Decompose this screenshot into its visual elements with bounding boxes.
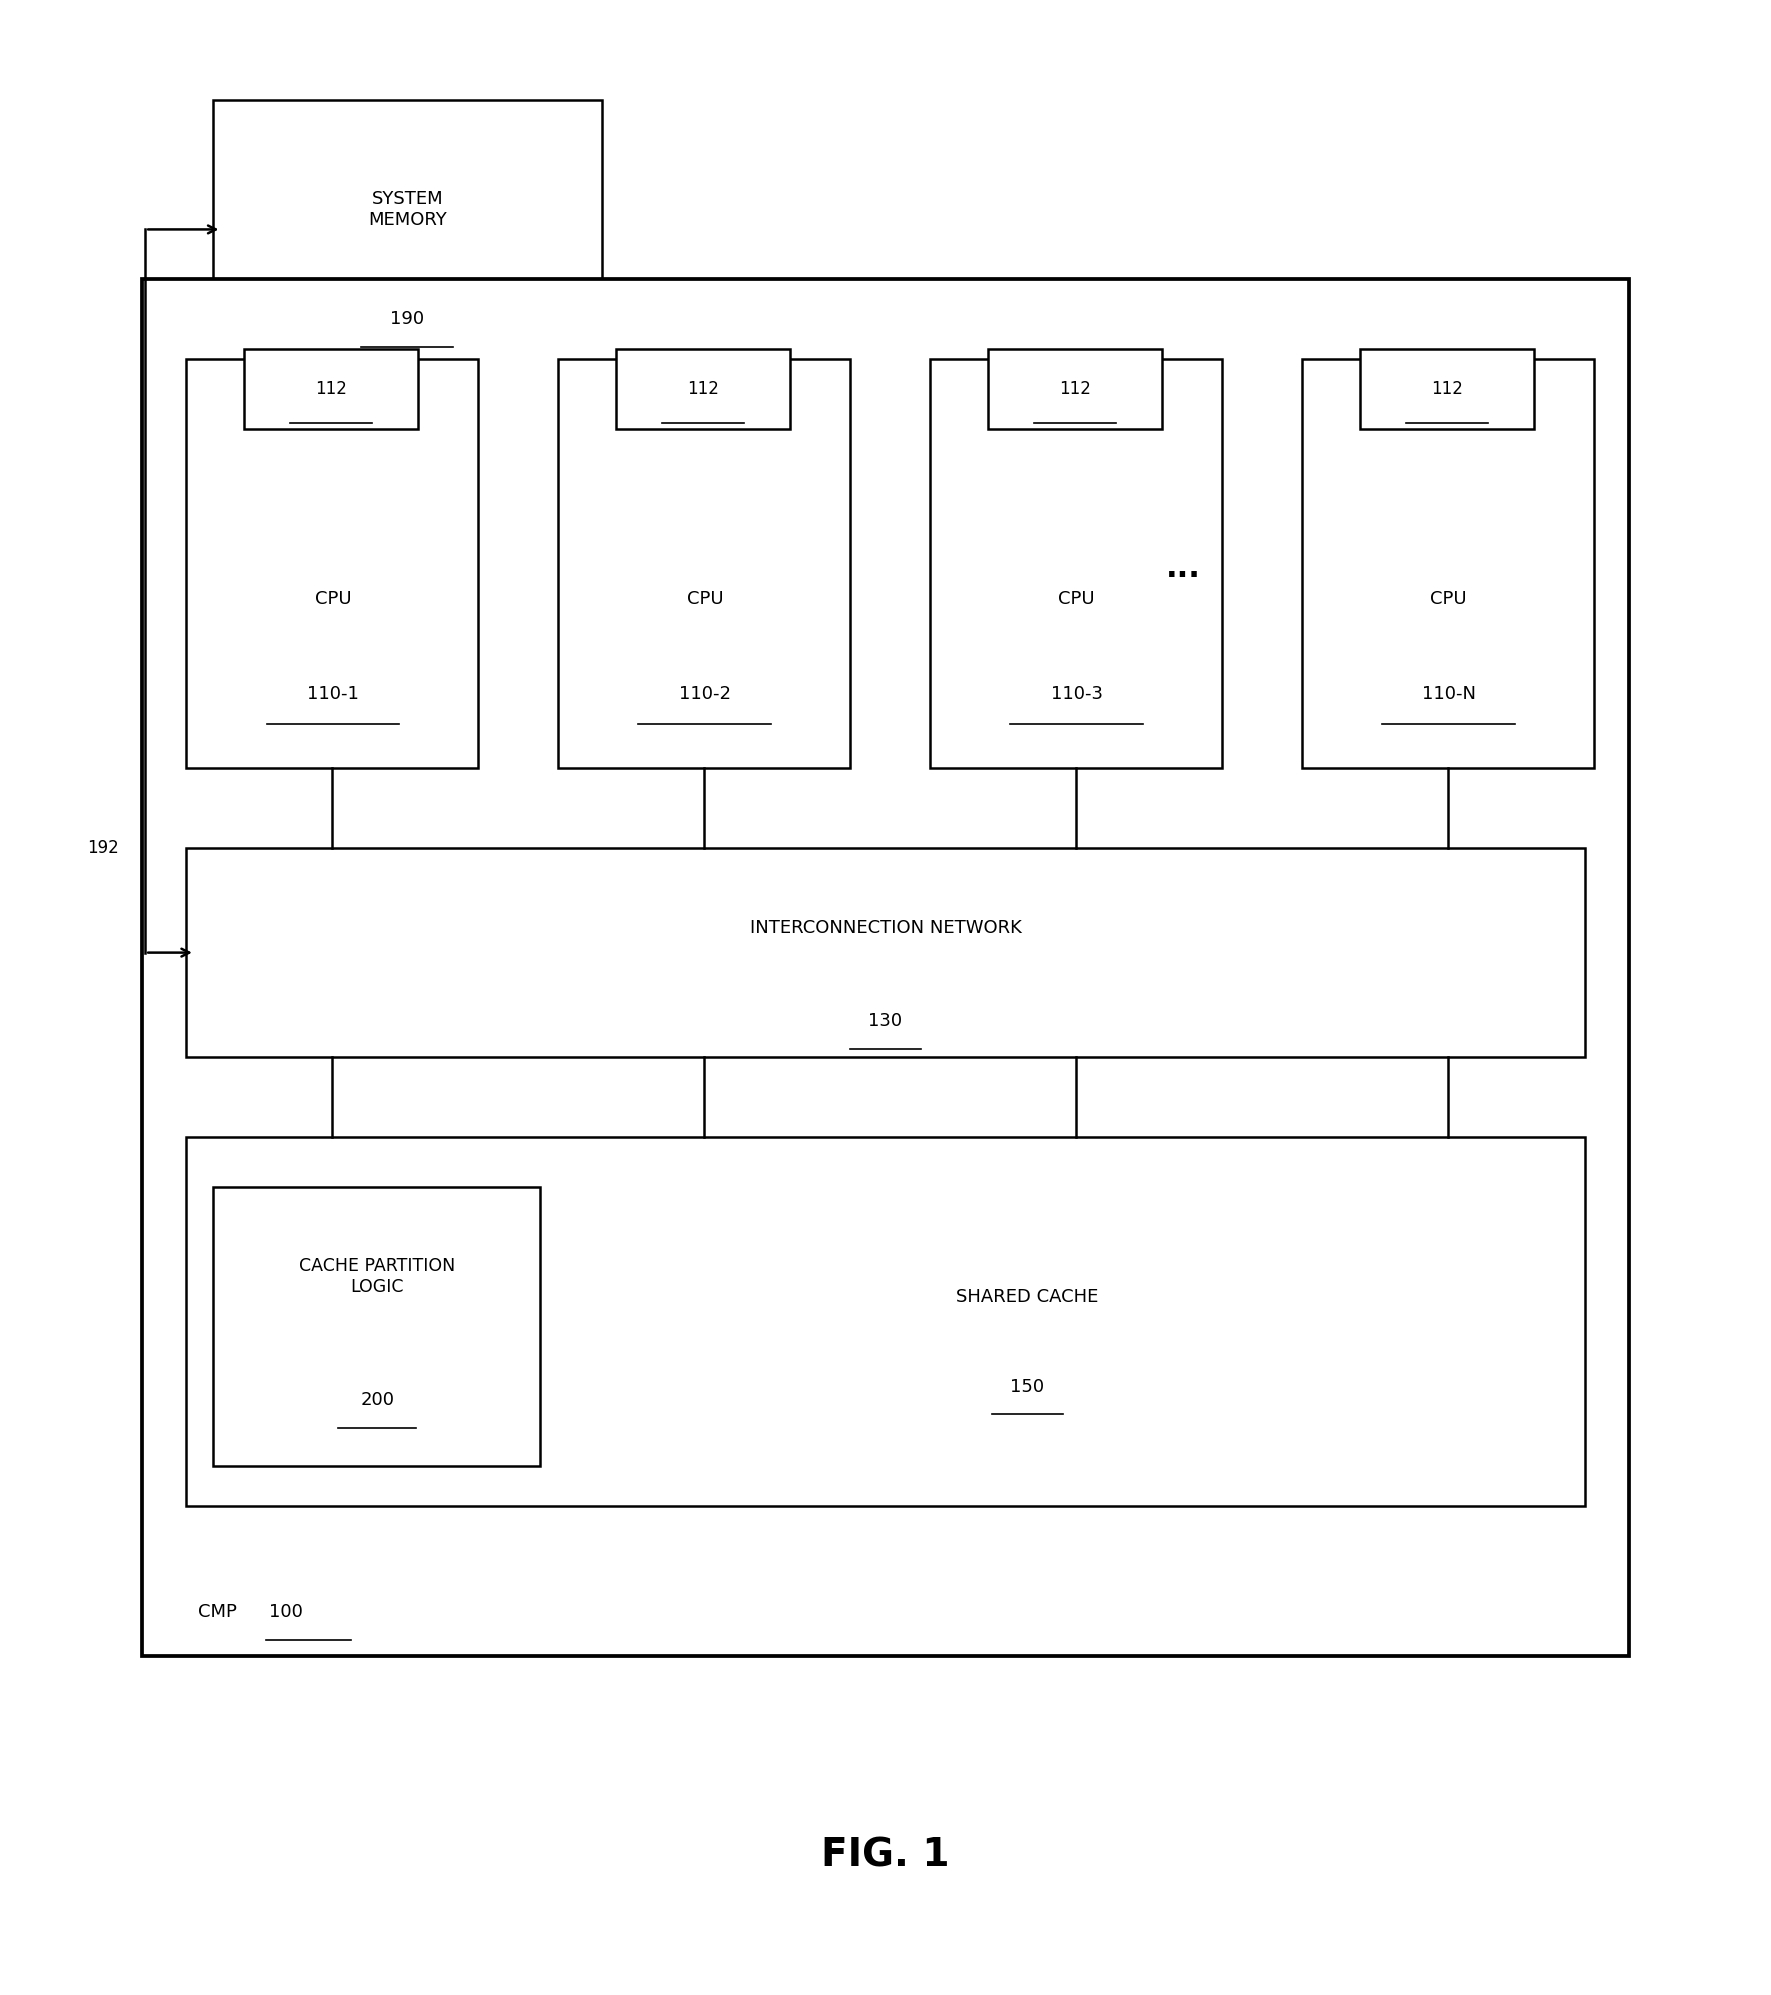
Text: 100: 100 xyxy=(269,1602,303,1622)
Text: 112: 112 xyxy=(1059,379,1091,399)
Text: 112: 112 xyxy=(1431,379,1463,399)
FancyBboxPatch shape xyxy=(213,100,602,359)
FancyBboxPatch shape xyxy=(244,349,418,429)
FancyBboxPatch shape xyxy=(988,349,1162,429)
FancyBboxPatch shape xyxy=(1302,359,1594,768)
Text: 112: 112 xyxy=(315,379,347,399)
Text: 130: 130 xyxy=(868,1011,903,1031)
Text: 110-N: 110-N xyxy=(1422,684,1475,704)
Text: FIG. 1: FIG. 1 xyxy=(822,1835,949,1875)
Text: 110-2: 110-2 xyxy=(678,684,731,704)
FancyBboxPatch shape xyxy=(1360,349,1534,429)
Text: 110-1: 110-1 xyxy=(306,684,360,704)
Text: 112: 112 xyxy=(687,379,719,399)
Text: CMP: CMP xyxy=(198,1602,237,1622)
Text: ...: ... xyxy=(1165,555,1201,583)
FancyBboxPatch shape xyxy=(930,359,1222,768)
Text: CPU: CPU xyxy=(315,589,351,608)
Text: CPU: CPU xyxy=(1059,589,1094,608)
Text: 110-3: 110-3 xyxy=(1050,684,1103,704)
Text: SHARED CACHE: SHARED CACHE xyxy=(956,1287,1098,1307)
FancyBboxPatch shape xyxy=(616,349,790,429)
Text: SYSTEM
MEMORY: SYSTEM MEMORY xyxy=(368,190,446,229)
Text: 150: 150 xyxy=(1009,1377,1045,1396)
FancyBboxPatch shape xyxy=(186,848,1585,1057)
Text: CPU: CPU xyxy=(687,589,723,608)
FancyBboxPatch shape xyxy=(558,359,850,768)
Text: CPU: CPU xyxy=(1431,589,1466,608)
Text: INTERCONNECTION NETWORK: INTERCONNECTION NETWORK xyxy=(749,918,1022,938)
FancyBboxPatch shape xyxy=(142,279,1629,1656)
FancyBboxPatch shape xyxy=(186,359,478,768)
Text: 190: 190 xyxy=(390,309,425,329)
Text: 200: 200 xyxy=(360,1391,395,1410)
FancyBboxPatch shape xyxy=(213,1187,540,1466)
Text: 192: 192 xyxy=(87,838,119,858)
FancyBboxPatch shape xyxy=(186,1137,1585,1506)
Text: CACHE PARTITION
LOGIC: CACHE PARTITION LOGIC xyxy=(299,1257,455,1297)
